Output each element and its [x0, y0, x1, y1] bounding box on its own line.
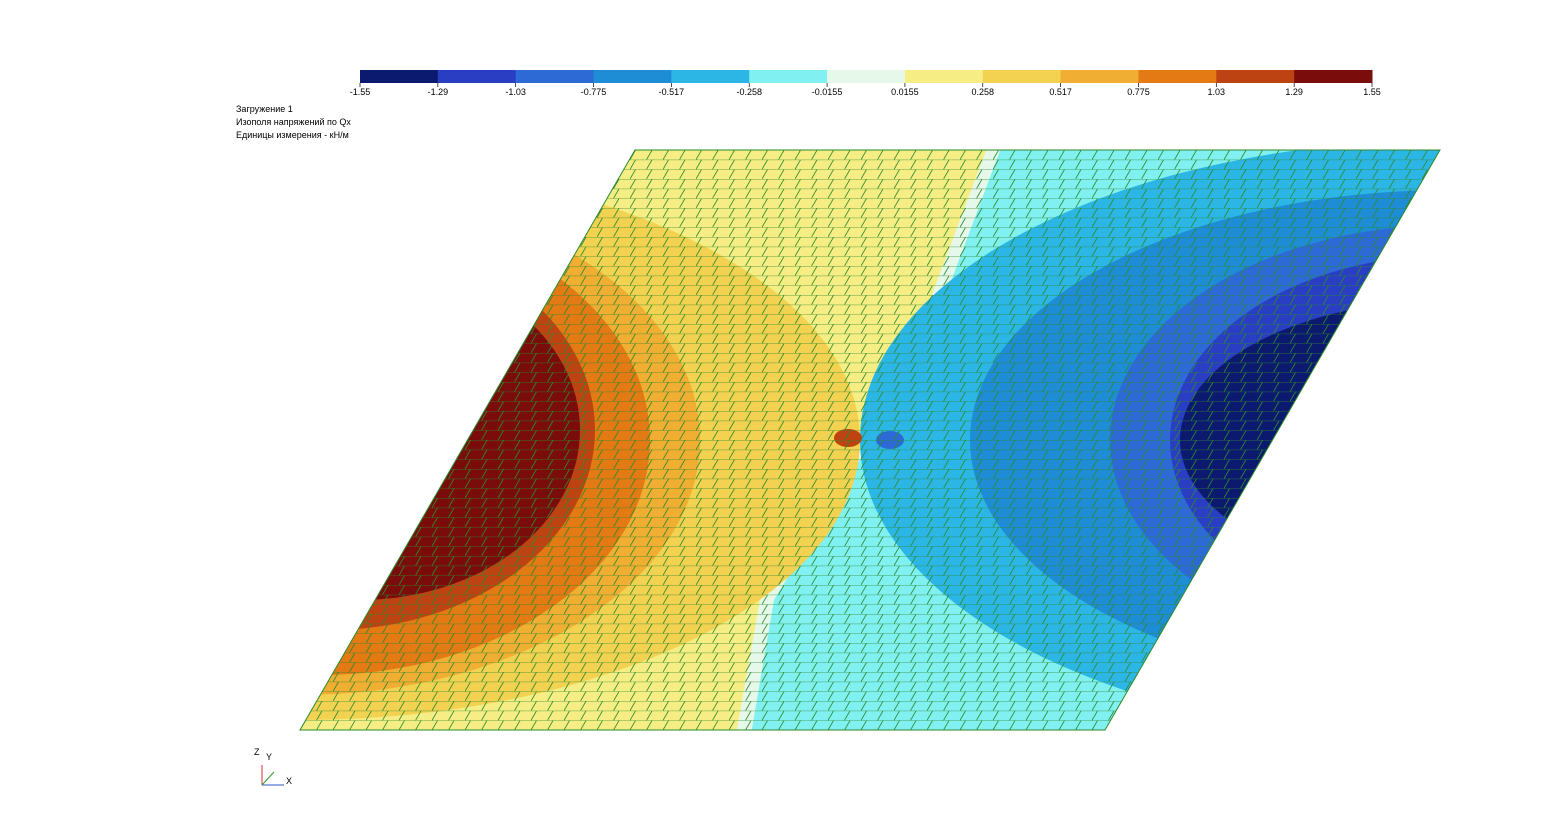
legend-tick-label: -0.0155	[812, 87, 843, 97]
legend-tick-label: 0.0155	[891, 87, 919, 97]
legend-swatch	[360, 70, 438, 83]
info-line: Загружение 1	[236, 104, 293, 114]
legend-tick-label: 0.258	[972, 87, 995, 97]
legend-tick-label: 1.03	[1208, 87, 1226, 97]
axis-label: X	[286, 776, 292, 786]
legend-swatch	[1138, 70, 1216, 83]
legend-swatch	[1216, 70, 1294, 83]
contour-field	[0, 140, 1543, 740]
legend-swatch	[671, 70, 749, 83]
legend-swatch	[1294, 70, 1372, 83]
legend-tick-label: -0.258	[736, 87, 762, 97]
legend-swatch	[983, 70, 1061, 83]
legend-swatch	[827, 70, 905, 83]
legend-swatch	[905, 70, 983, 83]
legend-tick-label: -1.55	[350, 87, 371, 97]
legend-tick-label: -0.517	[659, 87, 685, 97]
legend-tick-label: 0.517	[1049, 87, 1072, 97]
info-line: Единицы измерения - кН/м	[236, 130, 349, 140]
axis-y	[262, 772, 274, 785]
legend-swatch	[594, 70, 672, 83]
axis-triad: Z Y X	[254, 747, 292, 786]
legend-swatch	[1061, 70, 1139, 83]
viewport: -1.55 -1.29 -1.03 -0.775 -0.517 -0.258 -0.0155…	[0, 0, 1543, 831]
legend-tick-label: -1.29	[428, 87, 449, 97]
info-line: Изополя напряжений по Qx	[236, 117, 351, 127]
legend-tick-label: -1.03	[505, 87, 526, 97]
axis-label: Z	[254, 747, 260, 757]
legend-swatch	[749, 70, 827, 83]
axis-label: Y	[266, 752, 272, 762]
legend-tick-label: 1.55	[1363, 87, 1381, 97]
color-legend: -1.55 -1.29 -1.03 -0.775 -0.517 -0.258 -0.0155…	[350, 70, 1381, 97]
mesh	[290, 140, 1450, 740]
legend-tick-label: -0.775	[581, 87, 607, 97]
legend-tick-label: 1.29	[1285, 87, 1303, 97]
legend-tick-label: 0.775	[1127, 87, 1150, 97]
legend-swatch	[516, 70, 594, 83]
legend-swatch	[438, 70, 516, 83]
